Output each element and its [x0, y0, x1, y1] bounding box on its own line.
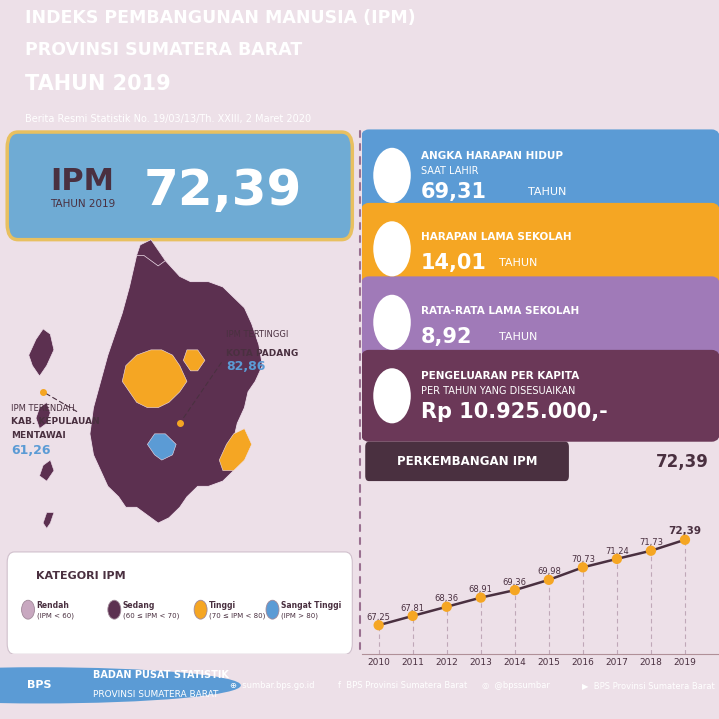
Text: Sangat Tinggi: Sangat Tinggi [281, 601, 342, 610]
Polygon shape [137, 239, 165, 266]
Text: PERKEMBANGAN IPM: PERKEMBANGAN IPM [397, 455, 537, 468]
Text: Tinggi: Tinggi [209, 601, 237, 610]
Text: ⊕  sumbar.bps.go.id: ⊕ sumbar.bps.go.id [230, 681, 315, 690]
Point [645, 545, 656, 557]
Text: 67,81: 67,81 [400, 603, 425, 613]
Circle shape [373, 368, 411, 423]
Text: 69,36: 69,36 [503, 578, 527, 587]
Circle shape [0, 667, 241, 703]
Circle shape [373, 148, 411, 203]
FancyBboxPatch shape [7, 132, 352, 239]
Point [373, 620, 385, 631]
Text: (70 ≤ IPM < 80): (70 ≤ IPM < 80) [209, 613, 265, 619]
Point [611, 553, 623, 564]
Text: BPS: BPS [27, 680, 52, 690]
Text: 72,39: 72,39 [144, 167, 302, 215]
Text: Sedang: Sedang [123, 601, 155, 610]
Text: 71,73: 71,73 [639, 539, 663, 547]
Text: PROVINSI SUMATERA BARAT: PROVINSI SUMATERA BARAT [25, 42, 303, 60]
Point [475, 592, 487, 603]
Text: Rendah: Rendah [37, 601, 70, 610]
Text: SAAT LAHIR: SAAT LAHIR [421, 166, 478, 175]
Text: KAB. KEPULAUAN: KAB. KEPULAUAN [11, 417, 99, 426]
Text: 8,92: 8,92 [421, 326, 472, 347]
Text: TAHUN: TAHUN [499, 331, 538, 342]
FancyBboxPatch shape [360, 203, 719, 295]
Text: IPM: IPM [50, 168, 114, 196]
Polygon shape [90, 245, 262, 523]
FancyBboxPatch shape [360, 276, 719, 368]
Point [407, 610, 418, 622]
Text: PER TAHUN YANG DISESUAIKAN: PER TAHUN YANG DISESUAIKAN [421, 386, 575, 396]
Text: 72,39: 72,39 [656, 452, 708, 471]
Text: BADAN PUSAT STATISTIK: BADAN PUSAT STATISTIK [93, 670, 229, 680]
Text: MENTAWAI: MENTAWAI [11, 431, 65, 440]
Text: HARAPAN LAMA SEKOLAH: HARAPAN LAMA SEKOLAH [421, 232, 571, 242]
Text: IPM TERENDAH: IPM TERENDAH [11, 404, 75, 413]
Text: 69,31: 69,31 [421, 182, 487, 202]
Point [577, 562, 589, 573]
Point [679, 534, 691, 546]
Circle shape [266, 600, 279, 619]
Text: (60 ≤ IPM < 70): (60 ≤ IPM < 70) [123, 613, 179, 619]
Text: TAHUN: TAHUN [528, 187, 566, 197]
Text: 14,01: 14,01 [421, 253, 487, 273]
Text: IPM TERTINGGI: IPM TERTINGGI [226, 330, 289, 339]
Text: 67,25: 67,25 [367, 613, 390, 622]
Point [543, 574, 554, 585]
Circle shape [22, 600, 35, 619]
FancyBboxPatch shape [365, 441, 569, 481]
Text: Rp 10.925.000,-: Rp 10.925.000,- [421, 402, 608, 422]
Polygon shape [29, 329, 54, 376]
Point [509, 585, 521, 596]
Polygon shape [36, 403, 50, 429]
Polygon shape [183, 350, 205, 371]
Text: INDEKS PEMBANGUNAN MANUSIA (IPM): INDEKS PEMBANGUNAN MANUSIA (IPM) [25, 9, 416, 27]
Text: KOTA PADANG: KOTA PADANG [226, 349, 298, 358]
Text: TAHUN 2019: TAHUN 2019 [50, 199, 116, 209]
Text: ▲ 0,92%: ▲ 0,92% [376, 500, 446, 515]
Text: 71,24: 71,24 [605, 546, 629, 556]
Circle shape [108, 600, 121, 619]
Circle shape [373, 221, 411, 276]
Text: PROVINSI SUMATERA BARAT: PROVINSI SUMATERA BARAT [93, 690, 219, 699]
Polygon shape [147, 434, 176, 460]
FancyBboxPatch shape [360, 350, 719, 441]
Polygon shape [43, 513, 54, 528]
FancyBboxPatch shape [7, 552, 352, 654]
Circle shape [373, 295, 411, 350]
Text: 69,98: 69,98 [537, 567, 561, 577]
Text: 82,86: 82,86 [226, 360, 266, 373]
Polygon shape [122, 350, 187, 408]
Text: f  BPS Provinsi Sumatera Barat: f BPS Provinsi Sumatera Barat [338, 681, 467, 690]
Text: (IPM < 60): (IPM < 60) [37, 613, 73, 619]
Text: KATEGORI IPM: KATEGORI IPM [36, 572, 126, 582]
Point [441, 601, 452, 613]
FancyBboxPatch shape [360, 129, 719, 221]
Text: 72,39: 72,39 [669, 526, 702, 536]
Text: ▶  BPS Provinsi Sumatera Barat: ▶ BPS Provinsi Sumatera Barat [582, 681, 715, 690]
Circle shape [194, 600, 207, 619]
Text: 68,91: 68,91 [469, 585, 493, 595]
Text: TAHUN: TAHUN [499, 258, 538, 268]
Text: ANGKA HARAPAN HIDUP: ANGKA HARAPAN HIDUP [421, 151, 563, 160]
Text: Berita Resmi Statistik No. 19/03/13/Th. XXIII, 2 Maret 2020: Berita Resmi Statistik No. 19/03/13/Th. … [25, 114, 311, 124]
Polygon shape [40, 460, 54, 481]
Text: (IPM > 80): (IPM > 80) [281, 613, 318, 619]
Text: PENGELUARAN PER KAPITA: PENGELUARAN PER KAPITA [421, 371, 579, 381]
Text: RATA-RATA LAMA SEKOLAH: RATA-RATA LAMA SEKOLAH [421, 306, 579, 316]
Text: 70,73: 70,73 [571, 555, 595, 564]
Text: TAHUN 2019: TAHUN 2019 [25, 74, 171, 93]
Polygon shape [219, 429, 252, 471]
Text: 68,36: 68,36 [435, 595, 459, 603]
Text: ◎  @bpssumbar: ◎ @bpssumbar [482, 681, 549, 690]
Text: 61,26: 61,26 [11, 444, 50, 457]
